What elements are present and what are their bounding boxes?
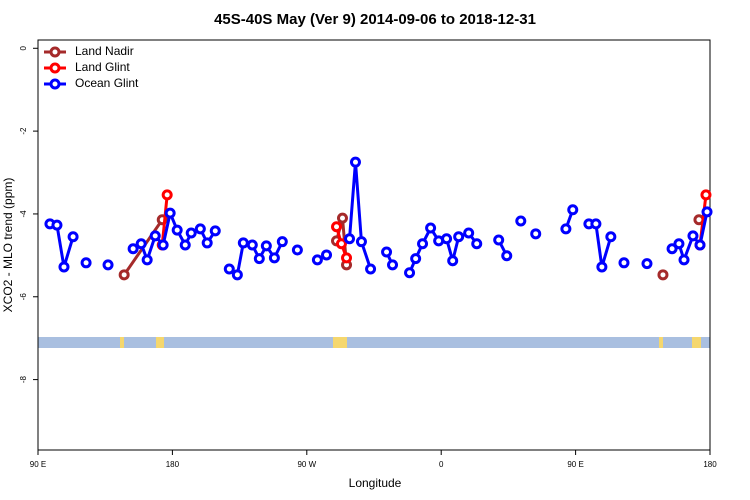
data-point <box>246 239 258 251</box>
data-point <box>463 227 475 239</box>
data-point <box>58 261 70 273</box>
legend-marker <box>49 46 61 58</box>
data-point <box>687 230 699 242</box>
data-point <box>344 233 356 245</box>
data-point <box>694 239 706 251</box>
x-tick-label: 180 <box>166 460 180 469</box>
data-point <box>701 206 713 218</box>
data-point <box>567 204 579 216</box>
plot-frame <box>37 39 711 451</box>
land-patch <box>120 337 124 348</box>
data-point <box>331 221 343 233</box>
land-patch <box>156 337 164 348</box>
data-point <box>260 240 272 252</box>
data-point <box>231 269 243 281</box>
data-point <box>276 236 288 248</box>
data-point <box>596 261 608 273</box>
data-point <box>493 234 505 246</box>
data-point <box>80 257 92 269</box>
y-tick-label: -8 <box>19 375 28 383</box>
data-point <box>447 255 459 267</box>
data-point <box>179 239 191 251</box>
data-point <box>618 257 630 269</box>
data-point <box>341 252 353 264</box>
x-tick-label: 180 <box>703 460 717 469</box>
data-point <box>223 263 235 275</box>
data-point <box>291 244 303 256</box>
data-point <box>530 228 542 240</box>
data-point <box>501 250 513 262</box>
data-point <box>425 222 437 234</box>
data-point <box>335 238 347 250</box>
data-point <box>51 219 63 231</box>
land-patch <box>692 337 701 348</box>
y-tick-label: -6 <box>19 293 28 301</box>
data-point <box>453 231 465 243</box>
data-point <box>365 263 377 275</box>
data-point <box>135 238 147 250</box>
data-point <box>185 227 197 239</box>
data-point <box>673 238 685 250</box>
data-point <box>102 259 114 271</box>
y-tick-label: -2 <box>19 127 28 135</box>
data-point <box>311 254 323 266</box>
data-point <box>171 224 183 236</box>
data-point <box>441 233 453 245</box>
data-point <box>700 189 712 201</box>
data-point <box>657 269 669 281</box>
x-tick-label: 90 W <box>297 460 316 469</box>
data-point <box>515 215 527 227</box>
data-point <box>237 237 249 249</box>
land-patch <box>659 337 663 348</box>
x-tick-label: 90 E <box>567 460 583 469</box>
data-point <box>410 253 422 265</box>
y-tick-label: -4 <box>19 210 28 218</box>
legend-label: Ocean Glint <box>75 76 139 90</box>
y-tick-label: 0 <box>19 46 28 51</box>
legend-marker <box>49 78 61 90</box>
data-point <box>605 231 617 243</box>
data-point <box>590 218 602 230</box>
chart-title: 45S-40S May (Ver 9) 2014-09-06 to 2018-1… <box>214 11 536 28</box>
data-point <box>149 230 161 242</box>
data-point <box>404 267 416 279</box>
data-point <box>471 238 483 250</box>
data-point <box>127 243 139 255</box>
data-point <box>157 239 169 251</box>
land-patch <box>333 337 347 348</box>
data-point <box>355 236 367 248</box>
data-point <box>161 189 173 201</box>
data-point <box>164 207 176 219</box>
data-point <box>268 252 280 264</box>
ocean-strip <box>38 337 710 348</box>
x-axis-label: Longitude <box>349 476 402 490</box>
data-point <box>67 231 79 243</box>
data-point <box>209 225 221 237</box>
data-point <box>381 246 393 258</box>
x-tick-label: 90 E <box>30 460 46 469</box>
data-point <box>666 243 678 255</box>
y-axis-label: XCO2 - MLO trend (ppm) <box>1 178 15 313</box>
data-point <box>336 212 348 224</box>
data-point <box>194 223 206 235</box>
data-point <box>321 249 333 261</box>
surface-strip <box>38 337 710 348</box>
legend-label: Land Glint <box>75 60 130 74</box>
data-point <box>349 156 361 168</box>
legend-label: Land Nadir <box>75 44 134 58</box>
data-point <box>118 269 130 281</box>
data-point <box>387 259 399 271</box>
data-point <box>417 238 429 250</box>
data-point <box>560 223 572 235</box>
legend-marker <box>49 62 61 74</box>
data-point <box>253 253 265 265</box>
data-point <box>641 258 653 270</box>
x-tick-label: 0 <box>439 460 444 469</box>
data-point <box>678 254 690 266</box>
data-point <box>141 254 153 266</box>
data-point <box>201 237 213 249</box>
